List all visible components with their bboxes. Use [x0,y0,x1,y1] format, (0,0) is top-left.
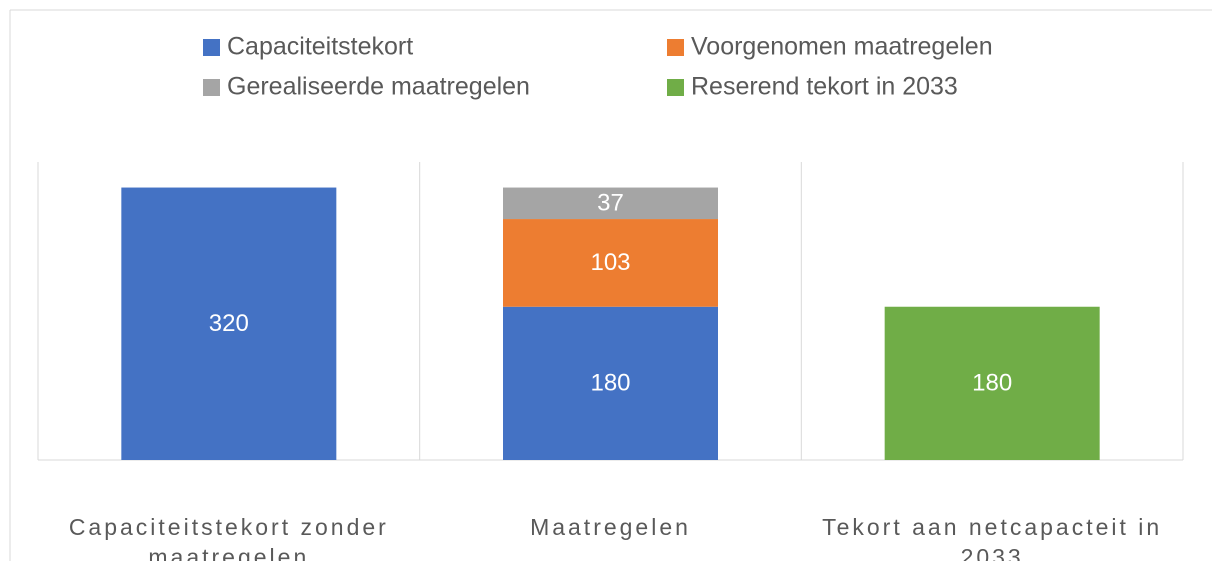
data-label: 180 [590,370,630,397]
legend-swatch [203,39,220,56]
x-tick-label: Tekort aan netcapacteit in 2033 [822,514,1163,561]
bar-segment [884,306,1100,460]
data-label: 103 [590,249,630,276]
bar-segment [503,187,718,220]
x-tick-label: Maatregelen [530,514,691,540]
legend-swatch [203,79,220,96]
x-tick-label: Capaciteitstekort zonder maatregelen [68,514,389,561]
data-label: 37 [597,190,624,217]
bar-segment [503,219,718,307]
bar-segment [121,187,337,461]
legend-swatch [667,79,684,96]
legend-label: Gerealiseerde maatregelen [227,73,530,101]
legend-label: Capaciteitstekort [227,33,413,61]
data-label: 180 [972,370,1012,397]
legend-label: Reserend tekort in 2033 [691,73,958,101]
bar-segment [503,306,718,460]
data-label: 320 [209,310,249,337]
legend-swatch [667,39,684,56]
legend-label: Voorgenomen maatregelen [691,33,993,61]
